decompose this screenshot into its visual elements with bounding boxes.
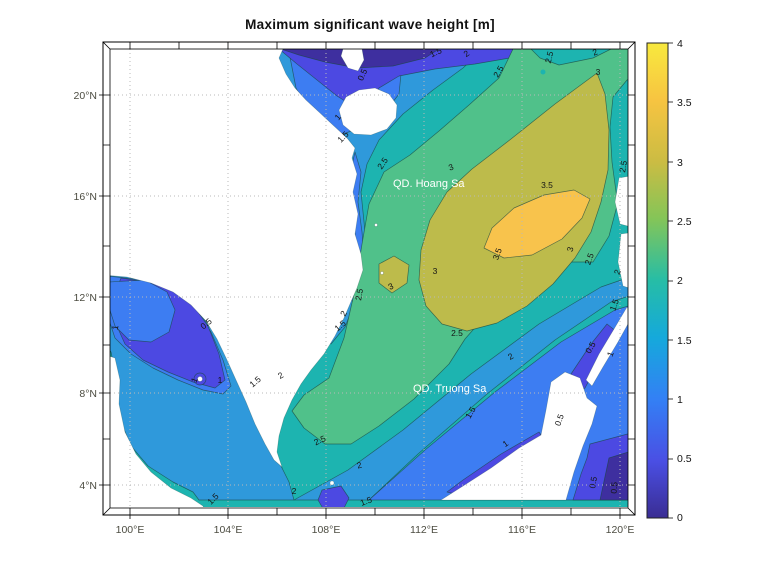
y-axis-tick-labels: 20°N 16°N 12°N 8°N 4°N <box>74 90 97 492</box>
contour-label: 0.5 <box>609 481 620 494</box>
land-malay-peninsula <box>110 356 204 507</box>
colorbar-tick-labels: 4 3.5 3 2.5 2 1.5 1 0.5 0 <box>677 38 692 524</box>
y-tick-label: 12°N <box>74 292 97 304</box>
annotation-label: QD. Truong Sa <box>413 383 487 395</box>
colorbar-tick-marks <box>668 42 673 519</box>
colorbar-tick-label: 4 <box>677 38 683 50</box>
axis-tick-marks <box>99 94 621 519</box>
colorbar: 4 3.5 3 2.5 2 1.5 1 0.5 0 <box>646 38 692 524</box>
contour-label: 2 <box>356 460 363 471</box>
colorbar-tick-label: 2.5 <box>677 216 692 228</box>
graticule <box>110 49 628 507</box>
colorbar-gradient-bar <box>646 42 669 519</box>
y-tick-label: 8°N <box>79 388 97 400</box>
land-mainland <box>110 49 364 468</box>
band-3-3.5-small-blob <box>378 255 410 294</box>
contour-label: 0.5 <box>552 412 566 427</box>
contour-label: 0.5 <box>355 67 369 82</box>
y-tick-label: 4°N <box>79 480 97 492</box>
contour-label: 2 <box>591 47 599 58</box>
contour-label: 2.5 <box>543 50 556 64</box>
contour-label: 2.5 <box>617 160 629 174</box>
coast-islet <box>374 223 378 227</box>
contour-label: 2.5 <box>451 328 463 338</box>
y-tick-label: 20°N <box>74 90 97 102</box>
contour-label: 1.5 <box>428 45 443 59</box>
contour-label: 2.5 <box>582 251 596 266</box>
frame-corner-diagonals <box>102 41 636 516</box>
x-axis-tick-labels: 100°E 104°E 108°E 112°E 116°E 120°E <box>116 524 635 536</box>
colorbar-tick-label: 0 <box>677 512 683 524</box>
contour-label: 1.5 <box>359 494 374 508</box>
islet-contour-dot <box>540 69 546 75</box>
land-hainan <box>338 87 398 136</box>
contour-label: 2.5 <box>353 288 365 302</box>
x-tick-label: 100°E <box>116 524 145 536</box>
axes-frame-inner <box>109 48 629 509</box>
islet <box>197 376 203 382</box>
x-tick-label: 104°E <box>214 524 243 536</box>
contour-label: 2 <box>506 351 515 362</box>
colorbar-tick-label: 1 <box>677 394 683 406</box>
contour-label: 3 <box>565 245 576 252</box>
land-borneo <box>439 371 598 501</box>
contour-label: 2 <box>276 370 285 381</box>
y-tick-label: 16°N <box>74 191 97 203</box>
x-tick-label: 120°E <box>606 524 635 536</box>
contour-label: 1.5 <box>607 297 621 312</box>
land-luzon-a <box>614 176 628 227</box>
contour-label: 1 <box>605 350 616 358</box>
contour-label: 0.5 <box>587 476 599 490</box>
land-palawan <box>585 306 628 387</box>
axes-frame-outer <box>102 41 636 516</box>
contour-label: 1 <box>500 438 510 449</box>
contour-label: 3.5 <box>541 180 553 190</box>
contour-label: 3 <box>433 266 438 276</box>
contour-label: 3 <box>596 67 601 77</box>
frame-dividers <box>103 42 635 515</box>
contour-label: 1 <box>110 324 121 331</box>
colorbar-tick-label: 1.5 <box>677 335 692 347</box>
contour-label: 2 <box>338 309 349 318</box>
band-3.5-4-core <box>483 189 591 259</box>
contour-label: 1 <box>189 376 200 384</box>
x-tick-label: 112°E <box>410 524 438 536</box>
band-0-0.5-corner <box>599 451 628 501</box>
colorbar-tick-label: 0.5 <box>677 453 692 465</box>
contour-label: 2 <box>292 486 297 496</box>
annotation-label: QD. Hoang Sa <box>393 178 465 190</box>
contour-label: 2 <box>612 268 623 276</box>
contour-label: 3 <box>447 162 455 173</box>
chart-title: Maximum significant wave height [m] <box>245 17 495 32</box>
colorbar-tick-label: 3 <box>677 157 683 169</box>
contour-label: 1 <box>218 375 223 385</box>
land-leizhou <box>340 49 365 72</box>
contour-label: 3 <box>386 281 395 292</box>
x-tick-label: 108°E <box>312 524 341 536</box>
band-2-2.5-top-wedge <box>530 49 612 66</box>
map-area: 0.5 1 1.5 1.5 2 2.5 2 2.5 3 2.5 3 3.5 3.5 3 3 3 2.5 2.5 2.… <box>110 45 629 508</box>
coast-islet <box>380 271 384 275</box>
colorbar-tick-label: 3.5 <box>677 97 692 109</box>
contour-label: 1 <box>332 112 343 122</box>
band-3-3.5-main <box>418 72 610 332</box>
band-1-1.5-gulf-nw-patch <box>110 279 176 343</box>
contour-label: 3.5 <box>490 246 504 261</box>
band-1.5-2-southeast <box>293 277 628 501</box>
map-annotations: QD. Hoang Sa QD. Truong Sa <box>393 178 487 395</box>
contour-label: 2.5 <box>312 433 327 447</box>
colorbar-tick-label: 2 <box>677 275 683 287</box>
contour-label: 2 <box>461 48 471 59</box>
coast-islet <box>329 480 335 486</box>
x-tick-label: 116°E <box>508 524 536 536</box>
